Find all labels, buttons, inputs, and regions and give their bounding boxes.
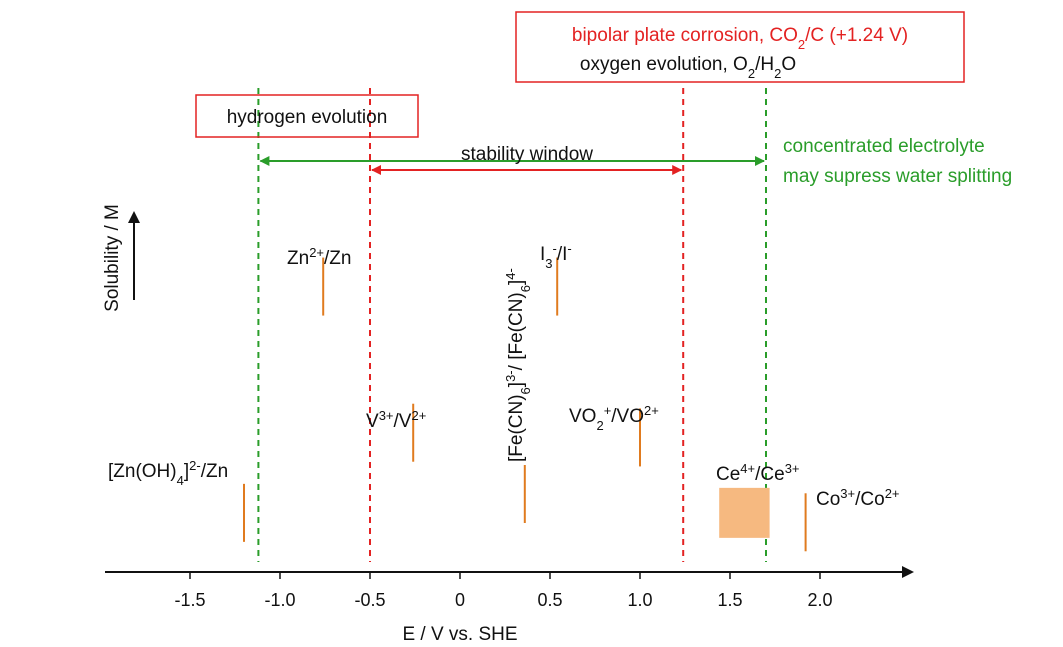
reference-lines: [257, 88, 767, 562]
label-cerium: Ce4+/Ce3+: [716, 461, 800, 486]
x-tick-label-1: -1.0: [264, 590, 295, 610]
x-tick-label-7: 2.0: [807, 590, 832, 610]
y-axis-label: Solubility / M: [102, 204, 123, 312]
stability-window-label: stability window: [461, 144, 593, 165]
stability-windows: [259, 156, 765, 175]
mark-cerium: [719, 487, 770, 538]
label-cobalt: Co3+/Co2+: [816, 486, 900, 511]
x-axis-label: E / V vs. SHE: [402, 624, 517, 645]
x-tick-label-3: 0: [455, 590, 465, 610]
label-ferricyanide: [Fe(CN)6]3-/ [Fe(CN)6]4-: [503, 268, 533, 462]
label-zinc-hydroxide: [Zn(OH)4]2-/Zn: [108, 458, 228, 488]
label-vanadium: V3+/V2+: [366, 408, 426, 433]
x-ticks: -1.5 -1.0 -0.5 0 0.5 1.0 1.5 2.0: [174, 572, 833, 610]
supress-water-splitting-label: may supress water splitting: [783, 166, 1012, 187]
hydrogen-evolution-box: [195, 94, 419, 138]
x-tick-label-6: 1.5: [717, 590, 742, 610]
redox-labels: [Zn(OH)4]2-/Zn Zn2+/Zn V3+/V2+ [Fe(CN)6]…: [108, 241, 900, 511]
bipolar-plate-corrosion-label: bipolar plate corrosion, CO2/C (+1.24 V): [572, 25, 908, 52]
x-tick-label-5: 1.0: [627, 590, 652, 610]
oxygen-evolution-label: oxygen evolution, O2/H2O: [580, 54, 796, 81]
x-tick-label-4: 0.5: [537, 590, 562, 610]
label-zinc: Zn2+/Zn: [287, 245, 351, 270]
redox-marks: [243, 257, 807, 552]
x-tick-label-0: -1.5: [174, 590, 205, 610]
bipolar-oxygen-box: [515, 11, 965, 83]
concentrated-electrolyte-label: concentrated electrolyte: [783, 136, 985, 157]
x-tick-label-2: -0.5: [354, 590, 385, 610]
label-vanadyl: VO2+/VO2+: [569, 403, 659, 433]
hydrogen-evolution-label: hydrogen evolution: [227, 107, 388, 128]
label-iodide: I3-/I-: [540, 241, 572, 271]
